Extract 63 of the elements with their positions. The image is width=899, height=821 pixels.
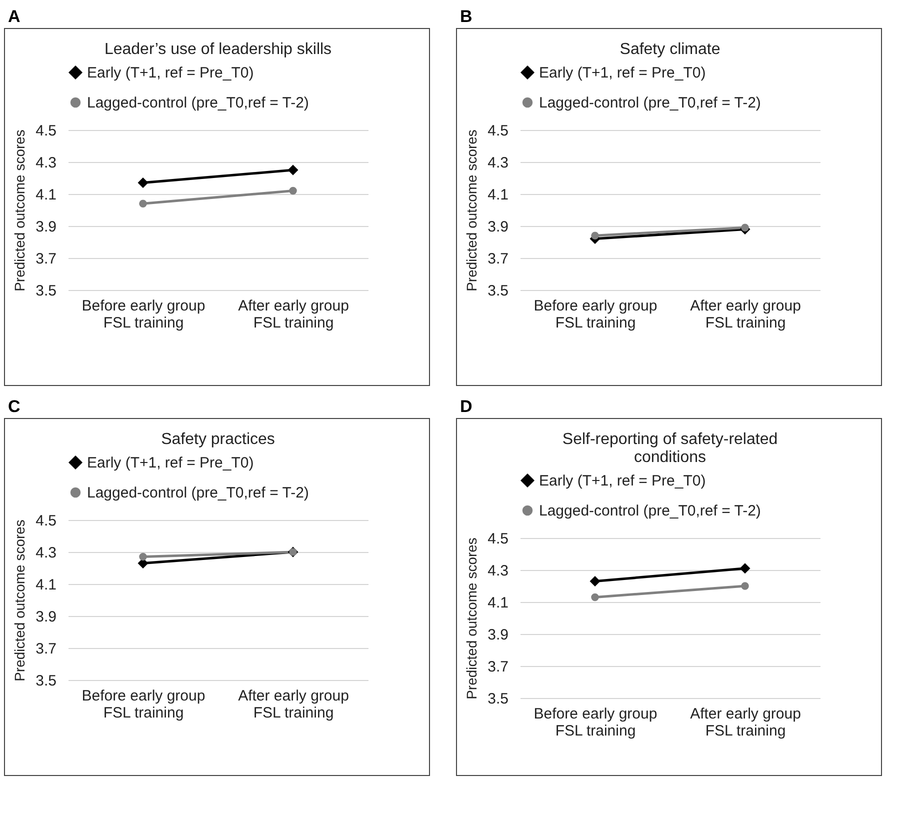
- y-tick-label: 4.5: [488, 122, 508, 140]
- y-tick-label: 4.1: [36, 186, 56, 204]
- legend-label: Lagged-control (pre_T0,ref = T-2): [539, 502, 761, 520]
- point: [591, 593, 599, 602]
- point: [591, 232, 599, 240]
- text: D: [459, 396, 474, 418]
- chart-title: Self-reporting of safety-related conditions: [562, 431, 778, 466]
- x-tick-label: After early group FSL training: [690, 298, 801, 332]
- legend-label: Early (T+1, ref = Pre_T0): [87, 454, 254, 472]
- chart-title: Safety practices: [161, 431, 275, 448]
- text: A: [7, 6, 22, 28]
- y-tick-label: 3.9: [36, 218, 56, 236]
- legend-label: Lagged-control (pre_T0,ref = T-2): [87, 484, 309, 502]
- chart-title: Safety climate: [620, 41, 720, 58]
- chart-title: Leader’s use of leadership skills: [104, 41, 332, 58]
- x-tick-label: After early group FSL training: [690, 706, 801, 740]
- y-tick-label: 4.1: [488, 594, 508, 612]
- y-tick-label: 4.1: [488, 186, 508, 204]
- point: [139, 552, 147, 561]
- x-tick-label: After early group FSL training: [238, 688, 349, 722]
- y-axis-title: Predicted outcome scores: [12, 130, 28, 292]
- point: [288, 164, 298, 176]
- y-tick-label: 3.7: [488, 658, 508, 676]
- y-tick-label: 4.5: [488, 530, 508, 548]
- y-tick-label: 4.1: [36, 576, 56, 594]
- y-axis-title: Predicted outcome scores: [464, 130, 480, 292]
- legend-label: Lagged-control (pre_T0,ref = T-2): [87, 94, 309, 112]
- x-tick-label: Before early group FSL training: [82, 298, 206, 332]
- y-tick-label: 3.9: [488, 626, 508, 644]
- y-axis-title: Predicted outcome scores: [464, 538, 480, 700]
- y-tick-label: 4.5: [36, 122, 56, 140]
- y-tick-label: 4.3: [488, 562, 508, 580]
- y-tick-label: 4.3: [36, 154, 56, 172]
- y-tick-label: 4.3: [488, 154, 508, 172]
- y-tick-label: 3.7: [36, 250, 56, 268]
- legend-label: Lagged-control (pre_T0,ref = T-2): [539, 94, 761, 112]
- point: [139, 200, 147, 208]
- y-tick-label: 4.3: [36, 544, 56, 562]
- text: B: [459, 6, 474, 28]
- point: [741, 224, 749, 232]
- legend-label: Early (T+1, ref = Pre_T0): [87, 64, 254, 82]
- legend-label: Early (T+1, ref = Pre_T0): [539, 64, 706, 82]
- y-tick-label: 3.7: [36, 640, 56, 658]
- y-tick-label: 3.5: [36, 672, 56, 690]
- x-tick-label: After early group FSL training: [238, 298, 349, 332]
- text: C: [7, 396, 22, 418]
- point: [590, 576, 600, 586]
- point: [740, 563, 750, 574]
- y-axis-title: Predicted outcome scores: [12, 520, 28, 682]
- point: [741, 582, 749, 590]
- x-tick-label: Before early group FSL training: [534, 298, 658, 332]
- y-tick-label: 3.9: [488, 218, 508, 236]
- y-tick-label: 3.5: [488, 282, 508, 300]
- y-tick-label: 3.5: [36, 282, 56, 300]
- y-tick-label: 3.9: [36, 608, 56, 626]
- legend-label: Early (T+1, ref = Pre_T0): [539, 472, 706, 490]
- x-tick-label: Before early group FSL training: [534, 706, 658, 740]
- y-tick-label: 3.7: [488, 250, 508, 268]
- point: [289, 186, 297, 195]
- y-tick-label: 4.5: [36, 512, 56, 530]
- y-tick-label: 3.5: [488, 690, 508, 708]
- point: [138, 178, 148, 188]
- x-tick-label: Before early group FSL training: [82, 688, 206, 722]
